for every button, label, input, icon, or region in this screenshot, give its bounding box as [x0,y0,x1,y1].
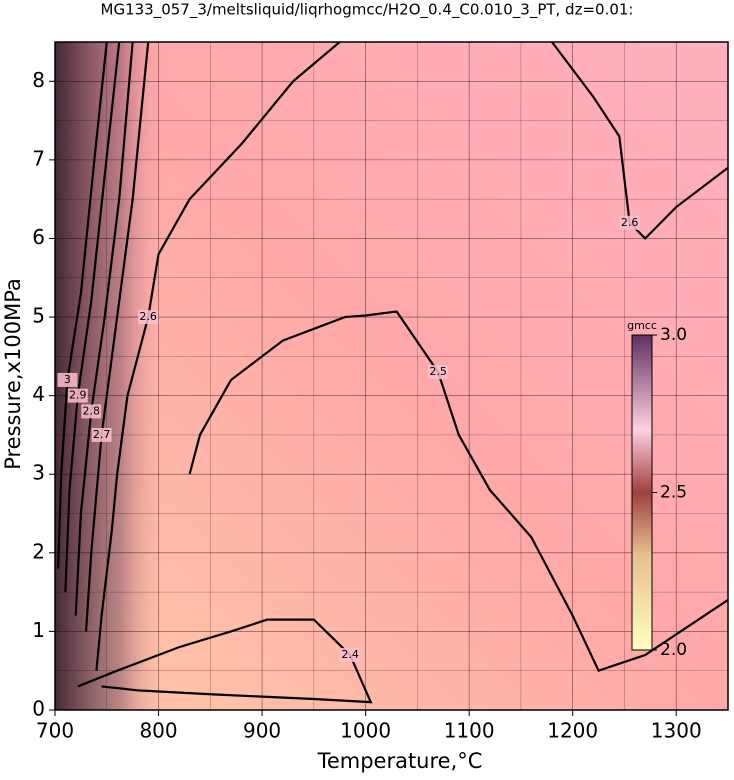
contour-label-bg [340,647,361,662]
background [55,42,728,710]
contour-label: 2.7 [93,428,111,441]
frame [54,41,729,711]
contour-label-bg [619,215,640,230]
contour-label-bg [138,310,159,325]
contour-label-bg [81,404,102,419]
colorbar [631,334,653,651]
x-tick-label: 1300 [651,719,702,743]
y-tick-label: 2 [32,539,45,563]
contour-line [77,618,373,704]
contour-line [74,41,134,616]
contour-line [84,41,150,632]
x-tick-label: 1100 [444,719,495,743]
contour-label: 2.9 [69,389,87,402]
contour-label: 2.6 [139,310,157,323]
y-tick-label: 0 [32,697,45,721]
colorbar-tick-label: 2.5 [660,483,687,503]
contour-label-bg [91,427,112,442]
contour-label-bg [428,365,449,380]
contour-label: 2.5 [429,365,447,378]
y-axis-label: Pressure,x100MPa [1,278,25,470]
y-tick-label: 7 [32,146,45,170]
x-tick-label: 1200 [547,719,598,743]
contour-label: 3 [64,373,71,386]
x-tick-label: 700 [36,719,74,743]
contour-label-bg [67,388,88,403]
contour-label: 2.4 [341,648,359,661]
contour-line [57,41,108,569]
colorbar-tick-label: 2.0 [660,640,687,660]
y-tick-label: 4 [32,382,45,406]
colorbar-label: gmcc [627,319,657,332]
x-axis-label: Temperature,°C [317,749,483,773]
y-tick-label: 8 [32,68,45,92]
y-tick-label: 3 [32,461,45,485]
contour-label-bg [57,372,78,387]
contour-label: 2.6 [621,216,639,229]
contour-line [64,41,121,593]
x-tick-label: 900 [243,719,281,743]
y-tick-label: 6 [32,225,45,249]
y-tick-label: 1 [32,618,45,642]
y-tick-label: 5 [32,304,45,328]
colorbar-tick-label: 3.0 [660,325,687,345]
chart-title: MG133_057_3/meltsliquid/liqrhogmcc/H2O_0… [101,1,634,20]
x-tick-label: 1000 [340,719,391,743]
contour-label: 2.8 [82,404,100,417]
x-tick-label: 800 [139,719,177,743]
